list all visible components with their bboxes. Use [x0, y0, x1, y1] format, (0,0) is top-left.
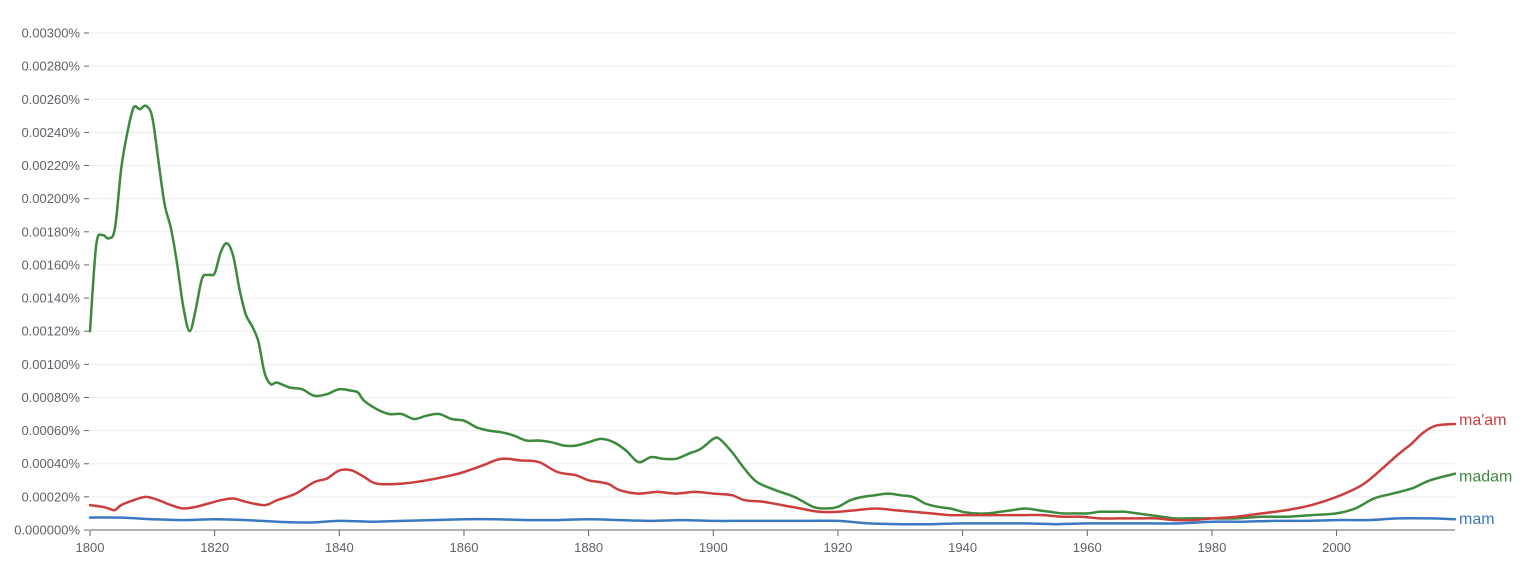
y-tick-label: 0.00140% [21, 291, 80, 306]
series-line-madam[interactable] [88, 104, 1457, 520]
x-tick-label: 1880 [574, 540, 603, 555]
y-tick-label: 0.00280% [21, 59, 80, 74]
series-label-ma-am: ma'am [1459, 412, 1507, 429]
y-tick-label: 0.00100% [21, 357, 80, 372]
y-tick-label: 0.00080% [21, 390, 80, 405]
y-tick-label: 0.00040% [21, 456, 80, 471]
x-tick-label: 1820 [200, 540, 229, 555]
x-tick-label: 1920 [823, 540, 852, 555]
x-tick-label: 1960 [1073, 540, 1102, 555]
y-tick-label: 0.00060% [21, 423, 80, 438]
y-tick-label: 0.00200% [21, 191, 80, 206]
y-tick-label: 0.00120% [21, 324, 80, 339]
y-tick-label: 0.00180% [21, 224, 80, 239]
series-lines [88, 104, 1457, 526]
x-tick-label: 1900 [699, 540, 728, 555]
x-tick-label: 1980 [1197, 540, 1226, 555]
series-label-mam: mam [1459, 511, 1495, 528]
y-tick-label: 0.00020% [21, 489, 80, 504]
series-end-labels: madam ma'am mam [1459, 412, 1512, 528]
x-tick-label: 1840 [325, 540, 354, 555]
series-line-ma-am[interactable] [88, 422, 1457, 522]
axes: 0.000000% 0.00020% 0.00040% 0.00060% 0.00080… [14, 26, 1455, 555]
series-line-mam[interactable] [88, 516, 1457, 526]
x-tick-label: 2000 [1322, 540, 1351, 555]
y-tick-label: 0.000000% [14, 523, 80, 538]
x-tick-label: 1940 [948, 540, 977, 555]
y-tick-label: 0.00300% [21, 26, 80, 41]
x-tick-label: 1800 [76, 540, 105, 555]
y-tick-label: 0.00260% [21, 92, 80, 107]
gridlines [90, 32, 1455, 498]
y-tick-label: 0.00240% [21, 125, 80, 140]
series-label-madam: madam [1459, 469, 1512, 486]
x-tick-label: 1860 [450, 540, 479, 555]
y-tick-label: 0.00220% [21, 158, 80, 173]
y-tick-label: 0.00160% [21, 257, 80, 272]
